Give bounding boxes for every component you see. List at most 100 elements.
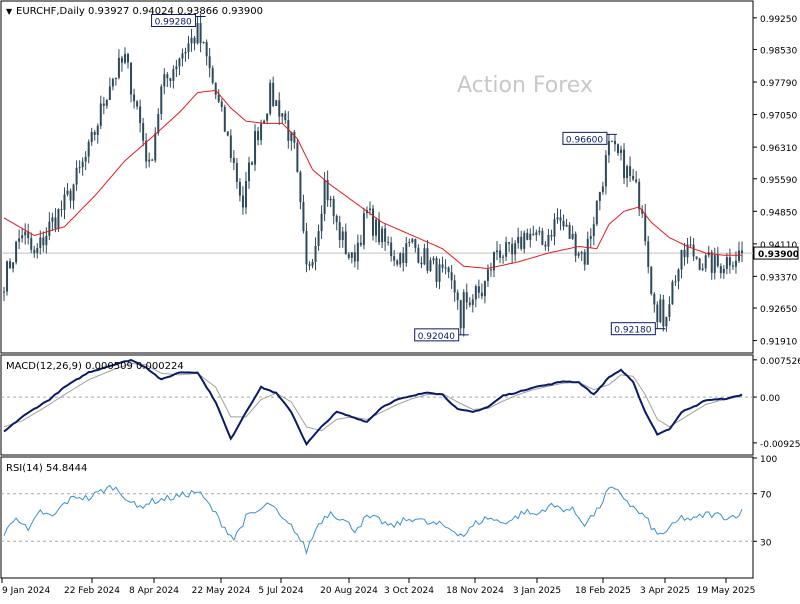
rsi-line-group [3,484,743,556]
x-tick-label: 3 Apr 2025 [640,586,690,596]
candle-body [278,100,281,117]
candle-body [36,248,39,254]
candle-body [317,231,320,246]
candle-body [175,66,178,70]
candle-body [632,175,635,180]
candle-body [205,42,208,57]
candle-body [57,209,60,229]
candle-body [595,200,598,225]
header-symbol: EURCHF,Daily [16,6,85,17]
candle-body [163,74,166,87]
candle-body [565,224,568,227]
price-tick-label: 0.92650 [760,305,797,315]
x-tick-label: 22 Feb 2024 [64,586,120,596]
candle-body [196,23,199,44]
candle-body [613,140,616,145]
candle-body [81,161,84,168]
candle-body [656,304,659,323]
candle-body [254,131,257,165]
candle-body [96,125,99,135]
candle-body [223,107,226,132]
candle-body [592,224,595,237]
candle-body [668,304,671,317]
candle-body [701,268,704,270]
candle-body [616,144,619,154]
candle-body [338,222,341,241]
candle-body [544,244,547,247]
candle-body [574,233,577,256]
watermark: Action Forex [457,73,593,98]
price-tick-label: 0.94850 [760,208,797,218]
candle-body [217,94,220,102]
rsi-tick-label: 100 [760,455,777,465]
candle-body [728,257,731,266]
candle-body [529,233,532,240]
candle-body [375,219,378,236]
candle-body [677,269,680,282]
candle-body [368,208,371,211]
candle-body [320,213,323,232]
candle-body [133,94,136,102]
candle-body [190,37,193,44]
macd-tick-label: -0.009252 [760,440,800,450]
candle-body [601,186,604,193]
x-tick-label: 19 May 2025 [697,586,756,596]
annotation-box [562,131,608,145]
annotation-box [151,14,197,28]
candle-body [480,292,483,297]
candle-body [202,42,205,44]
annotation-label: 0.92040 [418,332,455,342]
candle-body [722,268,725,274]
candle-body [665,316,668,327]
last-price-label: 0.93900 [758,250,799,260]
candle-body [305,231,308,265]
candle-body [290,131,293,141]
candle-body [635,179,638,182]
candle-body [520,236,523,249]
candle-body [12,262,15,269]
candle-body [532,233,535,235]
candle-body [127,54,130,63]
candle-body [610,140,613,142]
candle-body [341,231,344,241]
candle-body [69,190,72,201]
x-axis: 9 Jan 2024 22 Feb 2024 8 Apr 2024 22 May 20… [1,578,756,596]
candle-body [508,242,511,244]
price-panel-frame [0,0,754,354]
candle-body [87,141,90,157]
candle-body [538,230,541,233]
candle-body [123,54,126,63]
candle-body [441,264,444,268]
candle-body [15,241,18,263]
candle-body [299,172,302,202]
candle-body [148,159,151,162]
candle-body [372,208,374,236]
candle-body [384,228,387,242]
candle-body [626,166,629,179]
price-tick-label: 0.93370 [760,273,797,283]
candle-body [257,131,260,141]
macd-tick-label: 0.00 [760,394,780,404]
candle-body [287,120,290,141]
rsi-y-axis: 100 70 30 [753,455,777,548]
candle-body [689,244,692,246]
candle-body [199,23,202,44]
candle-body [671,281,674,305]
price-tick-label: 0.97050 [760,112,797,122]
candle-body [139,106,142,124]
candle-body [232,157,235,164]
annotation-label: 0.96600 [566,135,603,145]
candle-body [323,179,326,214]
x-tick-label: 3 Jan 2025 [513,586,561,596]
candle-body [429,260,432,271]
candle-body [229,135,232,158]
candle-body [553,219,556,237]
candle-body [359,242,362,245]
candle-body [438,264,441,282]
header-ohlc: 0.93927 0.94024 0.93866 0.93900 [88,6,263,17]
candle-body [647,241,650,267]
candle-body [266,113,269,121]
candle-body [505,242,508,257]
price-tick-label: 0.97790 [760,79,797,89]
candle-body [332,198,335,216]
